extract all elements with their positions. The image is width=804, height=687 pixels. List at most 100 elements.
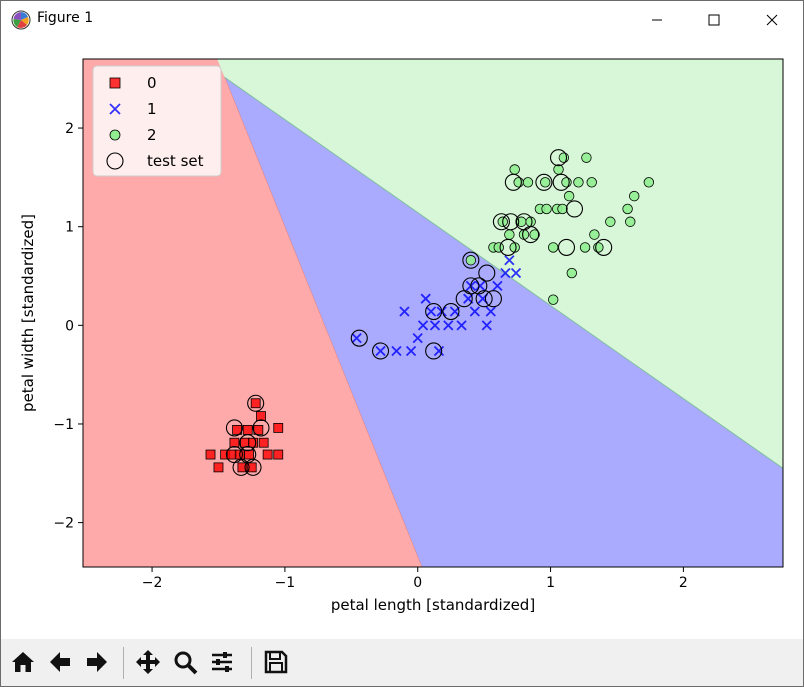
data-point-class-2 [522,177,534,188]
legend-label: 1 [147,100,157,118]
data-point-class-2 [605,216,616,227]
data-points [205,149,655,476]
data-point-class-1 [433,345,445,357]
data-point-class-2 [548,294,559,305]
y-tick-label: 1 [65,220,74,236]
data-point-class-0 [246,462,257,473]
y-axis-label: petal width [standardized] [19,214,37,412]
y-tick-label: −1 [53,417,74,433]
data-point-class-2 [518,229,530,240]
data-point-test-set [549,149,568,167]
back-icon [50,652,70,672]
data-point-class-2 [525,216,536,227]
data-point-test-set [442,302,460,321]
data-point-test-set [252,419,270,437]
configure-subplots-button[interactable] [205,645,239,679]
data-point-class-1 [443,320,454,331]
legend-label: test set [147,152,204,170]
data-point-class-1 [510,267,522,279]
data-point-test-set [595,238,613,256]
data-point-test-set [371,342,390,360]
y-tick-label: −2 [53,516,74,532]
x-tick-label: 2 [679,575,688,591]
chart-svg[interactable]: −2 −1 0 1 2 −2 −1 0 1 2 petal length [standardized… [1,39,803,639]
series-1 [351,255,522,357]
forward-icon [87,652,107,672]
data-point-class-2 [563,190,575,202]
data-point-test-set [350,329,368,347]
data-point-test-set [484,290,502,308]
data-point-class-2 [548,242,559,253]
data-point-class-2 [504,229,515,240]
data-point-class-0 [244,449,254,460]
zoom-button[interactable] [168,645,202,679]
data-point-class-0 [242,424,253,435]
data-point-test-set [470,277,488,295]
data-point-test-set [462,277,480,295]
data-point-test-set [565,200,584,218]
data-point-class-1 [412,333,423,344]
data-point-class-2 [566,267,578,279]
data-point-class-1 [399,306,410,317]
data-point-class-1 [420,293,431,304]
navigation-toolbar [1,639,803,686]
data-point-class-0 [253,424,264,435]
maximize-button[interactable] [685,1,743,39]
pan-icon [136,650,160,674]
data-point-class-2 [573,177,584,188]
back-button[interactable] [43,645,77,679]
data-point-class-2 [579,242,591,253]
data-point-test-set [247,394,265,412]
data-point-class-2 [593,242,604,253]
data-point-class-1 [375,345,386,357]
data-point-class-2 [643,177,655,188]
minimize-icon [652,19,662,21]
minimize-button[interactable] [628,1,686,39]
series-test-set [225,149,613,476]
save-button[interactable] [259,645,293,679]
data-point-class-0 [273,449,284,460]
data-point-class-1 [504,255,515,266]
legend-marker-class-2 [109,129,121,141]
data-point-class-0 [213,462,224,473]
data-point-class-1 [500,267,511,279]
data-point-class-0 [250,398,261,409]
data-point-class-1 [391,345,402,357]
data-point-class-2 [629,190,640,202]
close-icon [766,14,778,26]
title-bar: Figure 1 [1,1,803,39]
legend-marker-test-set [106,152,124,170]
x-axis-label: petal length [standardized] [331,596,535,614]
y-tick-label: 2 [65,121,74,137]
data-point-class-0 [229,437,240,448]
data-point-class-0 [273,423,284,433]
data-point-class-1 [429,320,441,331]
data-point-test-set [492,213,510,231]
series-0 [205,398,284,473]
x-tick-label: 1 [546,575,555,591]
data-point-class-2 [557,203,568,215]
legend-marker-class-0 [109,77,121,89]
figure-canvas[interactable]: −2 −1 0 1 2 −2 −1 0 1 2 petal length [standardized… [1,39,803,639]
data-point-test-set [557,238,576,256]
x-tick-label: −1 [275,575,296,591]
data-point-test-set [552,173,570,191]
data-point-test-set [244,458,262,476]
data-point-class-0 [262,449,273,460]
close-button[interactable] [743,1,801,39]
plot-frame [82,58,784,568]
data-point-test-set [462,251,480,269]
matplotlib-logo-icon [11,10,31,30]
home-button[interactable] [6,645,40,679]
legend-label: 0 [147,74,157,92]
data-point-class-2 [561,177,572,188]
data-point-test-set [535,173,553,191]
data-point-test-set [478,264,496,282]
data-point-test-set [522,226,540,244]
data-point-test-set [475,290,493,308]
pan-button[interactable] [131,645,165,679]
forward-button[interactable] [80,645,114,679]
data-point-class-2 [529,229,540,240]
data-point-class-1 [456,320,467,331]
